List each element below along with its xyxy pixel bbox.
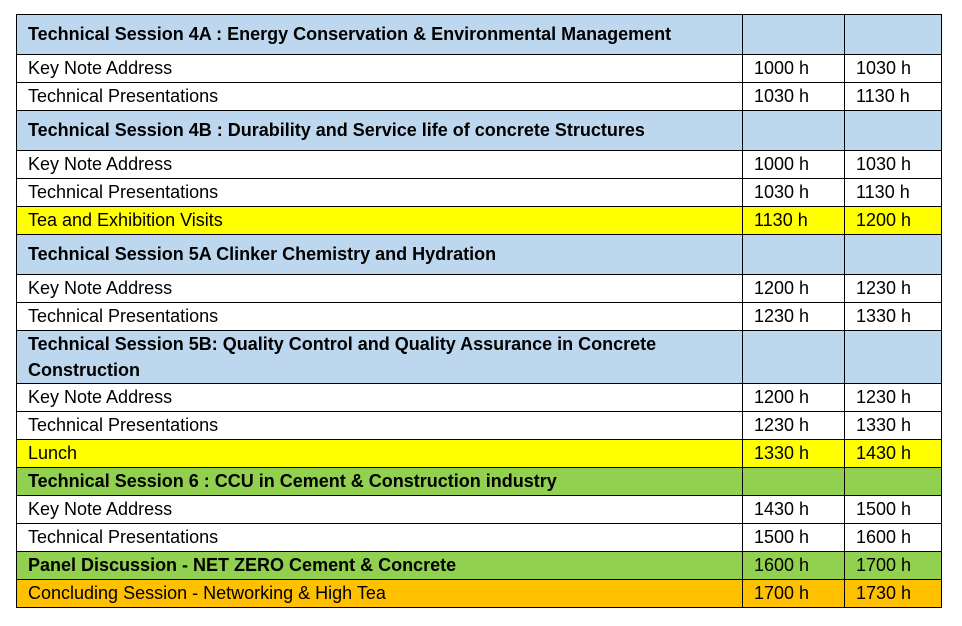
break-row: Tea and Exhibition Visits 1130 h 1200 h bbox=[16, 206, 942, 235]
end-time: 1430 h bbox=[844, 439, 942, 468]
schedule-row: Key Note Address 1200 h 1230 h bbox=[16, 383, 942, 412]
schedule-row: Technical Presentations 1230 h 1330 h bbox=[16, 411, 942, 440]
end-time: 1200 h bbox=[844, 206, 942, 235]
item-title: Key Note Address bbox=[16, 383, 743, 412]
session-header-row: Technical Session 5A Clinker Chemistry a… bbox=[16, 234, 942, 275]
start-time: 1230 h bbox=[742, 411, 845, 440]
schedule-row: Key Note Address 1430 h 1500 h bbox=[16, 495, 942, 524]
end-time: 1130 h bbox=[844, 82, 942, 111]
break-row: Lunch 1330 h 1430 h bbox=[16, 439, 942, 468]
schedule-row: Technical Presentations 1500 h 1600 h bbox=[16, 523, 942, 552]
item-title: Technical Presentations bbox=[16, 523, 743, 552]
end-time: 1030 h bbox=[844, 150, 942, 179]
end-time bbox=[844, 14, 942, 55]
schedule-row: Key Note Address 1200 h 1230 h bbox=[16, 274, 942, 303]
start-time: 1330 h bbox=[742, 439, 845, 468]
item-title: Key Note Address bbox=[16, 150, 743, 179]
item-title: Key Note Address bbox=[16, 274, 743, 303]
session-title: Technical Session 5B: Quality Control an… bbox=[16, 330, 743, 384]
item-title: Technical Presentations bbox=[16, 411, 743, 440]
start-time: 1000 h bbox=[742, 150, 845, 179]
concluding-session-row: Concluding Session - Networking & High T… bbox=[16, 579, 942, 608]
concluding-title: Concluding Session - Networking & High T… bbox=[16, 579, 743, 608]
end-time bbox=[844, 330, 942, 384]
break-title: Lunch bbox=[16, 439, 743, 468]
item-title: Technical Presentations bbox=[16, 178, 743, 207]
end-time: 1230 h bbox=[844, 383, 942, 412]
start-time: 1200 h bbox=[742, 274, 845, 303]
schedule-row: Key Note Address 1000 h 1030 h bbox=[16, 54, 942, 83]
panel-title: Panel Discussion - NET ZERO Cement & Con… bbox=[16, 551, 743, 580]
item-title: Technical Presentations bbox=[16, 82, 743, 111]
start-time bbox=[742, 14, 845, 55]
break-title: Tea and Exhibition Visits bbox=[16, 206, 743, 235]
start-time: 1230 h bbox=[742, 302, 845, 331]
start-time: 1700 h bbox=[742, 579, 845, 608]
start-time: 1600 h bbox=[742, 551, 845, 580]
start-time: 1130 h bbox=[742, 206, 845, 235]
session-header-row: Technical Session 6 : CCU in Cement & Co… bbox=[16, 467, 942, 496]
panel-discussion-row: Panel Discussion - NET ZERO Cement & Con… bbox=[16, 551, 942, 580]
start-time: 1030 h bbox=[742, 82, 845, 111]
schedule-row: Technical Presentations 1030 h 1130 h bbox=[16, 178, 942, 207]
end-time: 1700 h bbox=[844, 551, 942, 580]
item-title: Key Note Address bbox=[16, 54, 743, 83]
end-time: 1230 h bbox=[844, 274, 942, 303]
start-time: 1500 h bbox=[742, 523, 845, 552]
schedule-row: Technical Presentations 1030 h 1130 h bbox=[16, 82, 942, 111]
end-time: 1030 h bbox=[844, 54, 942, 83]
start-time bbox=[742, 110, 845, 151]
end-time bbox=[844, 467, 942, 496]
session-title: Technical Session 4B : Durability and Se… bbox=[16, 110, 743, 151]
item-title: Technical Presentations bbox=[16, 302, 743, 331]
session-title: Technical Session 5A Clinker Chemistry a… bbox=[16, 234, 743, 275]
start-time: 1430 h bbox=[742, 495, 845, 524]
end-time: 1500 h bbox=[844, 495, 942, 524]
end-time: 1600 h bbox=[844, 523, 942, 552]
end-time: 1330 h bbox=[844, 302, 942, 331]
session-header-row: Technical Session 4B : Durability and Se… bbox=[16, 110, 942, 151]
schedule-row: Technical Presentations 1230 h 1330 h bbox=[16, 302, 942, 331]
schedule-container: Technical Session 4A : Energy Conservati… bbox=[16, 14, 942, 608]
end-time: 1730 h bbox=[844, 579, 942, 608]
schedule-table: Technical Session 4A : Energy Conservati… bbox=[16, 14, 942, 608]
start-time bbox=[742, 467, 845, 496]
start-time bbox=[742, 330, 845, 384]
end-time bbox=[844, 234, 942, 275]
start-time: 1000 h bbox=[742, 54, 845, 83]
session-header-row: Technical Session 4A : Energy Conservati… bbox=[16, 14, 942, 55]
end-time: 1130 h bbox=[844, 178, 942, 207]
session-title: Technical Session 6 : CCU in Cement & Co… bbox=[16, 467, 743, 496]
session-header-row: Technical Session 5B: Quality Control an… bbox=[16, 330, 942, 384]
session-title: Technical Session 4A : Energy Conservati… bbox=[16, 14, 743, 55]
end-time: 1330 h bbox=[844, 411, 942, 440]
schedule-row: Key Note Address 1000 h 1030 h bbox=[16, 150, 942, 179]
start-time: 1030 h bbox=[742, 178, 845, 207]
start-time bbox=[742, 234, 845, 275]
start-time: 1200 h bbox=[742, 383, 845, 412]
end-time bbox=[844, 110, 942, 151]
item-title: Key Note Address bbox=[16, 495, 743, 524]
